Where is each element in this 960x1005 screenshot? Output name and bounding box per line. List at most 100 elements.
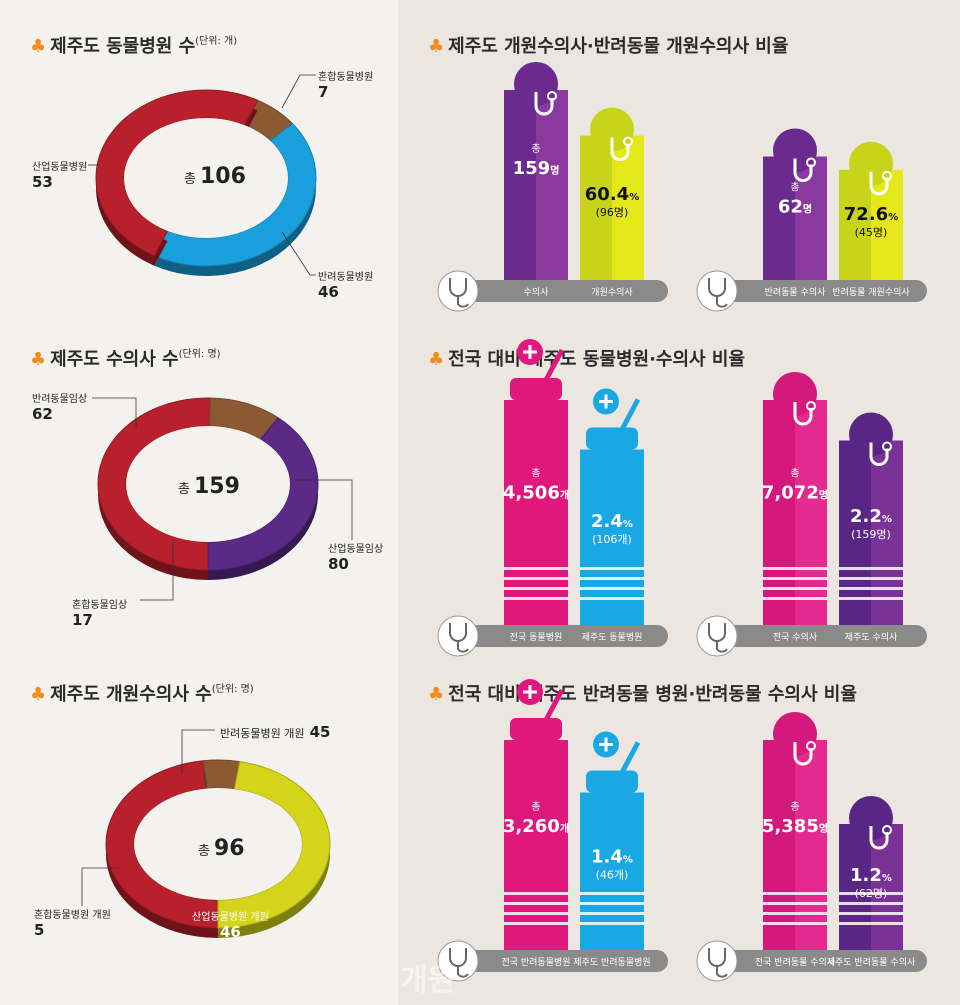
- stethoscope-bell: [547, 91, 557, 101]
- syringe-icon: [619, 398, 641, 431]
- dog-icon: [510, 718, 562, 740]
- bar-highlight: [795, 740, 827, 950]
- stethoscope-tube: [610, 137, 630, 162]
- bar: [763, 400, 795, 625]
- slice-name: 반려동물병원 개원: [220, 727, 305, 740]
- stethoscope-bell: [882, 441, 892, 452]
- stethoscope-head-icon: [773, 128, 817, 173]
- bar-stripe: [839, 597, 903, 600]
- bar: [763, 740, 795, 950]
- medical-cross-shape: [523, 685, 537, 699]
- stethoscope-head-icon: [590, 107, 634, 152]
- stethoscope-bell: [806, 741, 816, 751]
- donut-2: [105, 759, 331, 938]
- slice-value: 53: [32, 173, 53, 191]
- bar: [504, 740, 536, 950]
- stethoscope-icon-shape: [708, 623, 728, 653]
- club-icon: ♣: [30, 684, 47, 705]
- bar-stripe: [504, 912, 568, 915]
- bar-stripe: [839, 587, 903, 590]
- stethoscope-tube: [793, 742, 813, 766]
- bar-category-label: 제주도 반려동물 수의사: [827, 957, 916, 968]
- bar-value-label: 4,506개: [503, 483, 569, 504]
- watermark: 개원: [400, 963, 456, 998]
- open-vets-total: 총 96: [198, 836, 245, 861]
- bar-stripe: [504, 922, 568, 925]
- slice-value: 46: [318, 283, 339, 301]
- stethoscope-tube: [793, 402, 813, 426]
- stethoscope-icon-shape: [449, 623, 469, 653]
- bar-value-label: 72.6%: [844, 204, 898, 225]
- bar-value-label: 3,260개: [503, 816, 569, 837]
- stethoscope-bell: [806, 401, 816, 411]
- vets-unit: (단위: 명): [178, 349, 221, 360]
- bar-top-label: 총: [790, 181, 799, 193]
- bar: [580, 449, 612, 625]
- bar-value-label: 62명: [778, 196, 812, 217]
- bar-stripe: [763, 892, 827, 895]
- stethoscope-icon: [437, 615, 479, 657]
- bar-stripe: [504, 587, 568, 590]
- stethoscope-icon: [437, 940, 479, 982]
- slice-label-mixed-vet: 혼합동물임상 17: [72, 596, 127, 629]
- bar-category-label: 반려동물 개원수의사: [832, 287, 910, 298]
- open-vets-unit: (단위: 명): [211, 684, 254, 695]
- slice-label-industrial-vet: 산업동물임상 80: [328, 540, 383, 573]
- bar-stripe: [580, 577, 644, 580]
- dog-icon: [586, 427, 638, 450]
- syringe-icon: [543, 348, 565, 382]
- medical-cross-shape: [599, 737, 613, 752]
- bar-stripe: [504, 567, 568, 570]
- bar-value-label: 7,072명: [762, 483, 828, 504]
- leader-line: [281, 74, 316, 109]
- bar-highlight: [536, 740, 568, 950]
- bar-stripe: [839, 892, 903, 895]
- stethoscope-icon-shape: [708, 948, 728, 978]
- slice-value: 7: [318, 83, 329, 101]
- bar-stripe: [763, 587, 827, 590]
- total-value: 96: [213, 836, 245, 861]
- club-icon: ♣: [428, 349, 445, 370]
- bar-category-label: 전국 수의사: [773, 632, 818, 643]
- bar-stripe: [763, 597, 827, 600]
- bar-category-label: 제주도 반려동물병원: [573, 957, 650, 968]
- stethoscope-head-icon: [514, 62, 558, 106]
- bar-top-label: 총: [531, 143, 540, 155]
- donut-hole: [124, 118, 288, 238]
- stethoscope-tube: [869, 171, 889, 196]
- slice-name: 산업동물병원: [32, 162, 88, 173]
- bar: [839, 169, 871, 280]
- leader-line: [181, 729, 215, 774]
- stethoscope-tube: [869, 826, 889, 850]
- donut-hole: [126, 426, 290, 542]
- slice-name: 산업동물임상: [328, 544, 384, 555]
- stethoscope-head-icon: [773, 712, 817, 756]
- slice-name: 혼합동물임상: [72, 600, 128, 611]
- slice-value: 5: [34, 921, 45, 939]
- leader-line: [281, 231, 316, 276]
- ratio-companion-title-text: 전국 대비 제주도 반려동물 병원·반려동물 수의사 비율: [448, 684, 857, 705]
- bar-highlight: [536, 90, 568, 280]
- club-icon: ♣: [30, 36, 47, 57]
- bar-stripe: [763, 912, 827, 915]
- bar-sub-label: (96명): [596, 206, 629, 219]
- slice-value: 45: [309, 723, 331, 741]
- vets-total: 총 159: [178, 474, 240, 499]
- dog-icon: [510, 378, 562, 400]
- hospitals-total: 총 106: [184, 164, 246, 189]
- bar-top-label: 총: [531, 468, 540, 480]
- bar-sub-label: (46개): [596, 869, 629, 882]
- bar-category-label: 개원수의사: [591, 287, 633, 298]
- bar-stripe: [580, 597, 644, 600]
- stethoscope-icon: [696, 270, 738, 312]
- hospitals-title-text: 제주도 동물병원 수: [50, 36, 196, 57]
- total-value: 106: [199, 164, 246, 189]
- medical-cross-shape: [523, 345, 537, 359]
- slice-label-mixed-open: 혼합동물병원 개원 5: [34, 906, 111, 939]
- open-vets-title-text: 제주도 개원수의사 수: [50, 684, 212, 705]
